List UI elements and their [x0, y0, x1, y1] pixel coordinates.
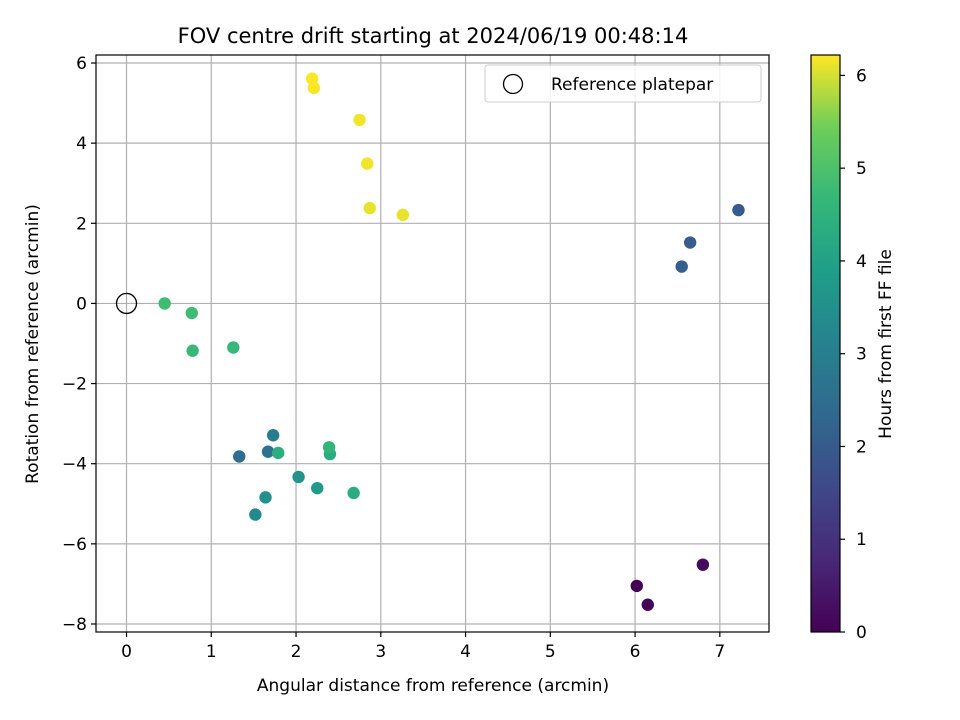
data-point: [292, 470, 305, 484]
data-point: [353, 113, 366, 127]
legend-reference-marker: [502, 73, 524, 95]
y-axis-label: Rotation from reference (arcmin): [23, 204, 43, 484]
y-tick-label: −8: [62, 615, 87, 635]
data-point: [185, 306, 198, 320]
reference-marker: [115, 292, 138, 315]
y-tick-label: −6: [62, 535, 87, 555]
colorbar-tick-label: 2: [856, 437, 867, 457]
grid: [96, 55, 769, 632]
x-axis-ticks: 0 1 2 3 4 5 6 7: [121, 632, 725, 662]
data-point: [675, 260, 688, 273]
x-tick-label: 1: [206, 642, 217, 662]
data-point: [361, 157, 374, 170]
x-tick-label: 4: [460, 642, 471, 662]
data-points: [158, 72, 745, 611]
data-point: [347, 486, 360, 500]
x-tick-label: 6: [630, 642, 641, 662]
data-point: [233, 450, 246, 463]
colorbar-label: Hours from first FF file: [876, 249, 896, 439]
data-point: [186, 344, 199, 357]
y-tick-label: −4: [62, 455, 87, 475]
data-point: [641, 598, 654, 611]
y-tick-label: 0: [76, 294, 87, 314]
data-point: [396, 208, 410, 222]
data-point: [696, 558, 710, 571]
colorbar-tick-label: 0: [856, 623, 867, 643]
colorbar-tick-label: 1: [856, 530, 867, 550]
data-point: [630, 579, 643, 593]
legend-reference-label: Reference platepar: [551, 75, 713, 95]
colorbar-tick-label: 6: [856, 66, 867, 86]
data-point: [261, 445, 275, 458]
colorbar-tick-label: 5: [856, 159, 867, 179]
data-point: [683, 236, 697, 249]
data-point: [259, 491, 272, 504]
colorbar-tick-label: 3: [856, 345, 867, 365]
y-tick-label: 2: [76, 214, 87, 234]
data-point: [322, 441, 336, 454]
data-point: [307, 81, 321, 95]
x-tick-label: 2: [291, 642, 302, 662]
data-point: [732, 203, 745, 217]
data-point: [249, 508, 262, 521]
data-point: [266, 429, 280, 442]
chart-title: FOV centre drift starting at 2024/06/19 …: [178, 24, 689, 48]
colorbar-ticks: 0 1 2 3 4 5 6: [840, 66, 867, 643]
x-axis-label: Angular distance from reference (arcmin): [257, 676, 609, 696]
x-tick-label: 0: [121, 642, 132, 662]
colorbar: 0 1 2 3 4 5 6 Hours from first FF file: [810, 54, 896, 643]
legend: Reference platepar: [484, 64, 762, 103]
data-point: [227, 341, 240, 354]
y-tick-label: 4: [76, 134, 87, 154]
y-tick-label: 6: [76, 54, 87, 74]
x-tick-label: 3: [375, 642, 386, 662]
x-tick-label: 7: [714, 642, 725, 662]
colorbar-gradient: [810, 54, 841, 633]
reference-platepar-marker: [115, 292, 138, 315]
legend-box: [484, 64, 762, 103]
colorbar-tick-label: 4: [856, 252, 867, 272]
data-point: [311, 481, 324, 495]
plot-area-frame: [95, 54, 770, 633]
data-point: [363, 201, 376, 215]
data-point: [305, 72, 319, 85]
data-point: [158, 297, 171, 310]
data-point: [272, 446, 285, 460]
x-tick-label: 5: [545, 642, 556, 662]
y-tick-label: −2: [62, 375, 87, 395]
y-axis-ticks: −8 −6 −4 −2 0 2 4 6: [62, 54, 96, 635]
